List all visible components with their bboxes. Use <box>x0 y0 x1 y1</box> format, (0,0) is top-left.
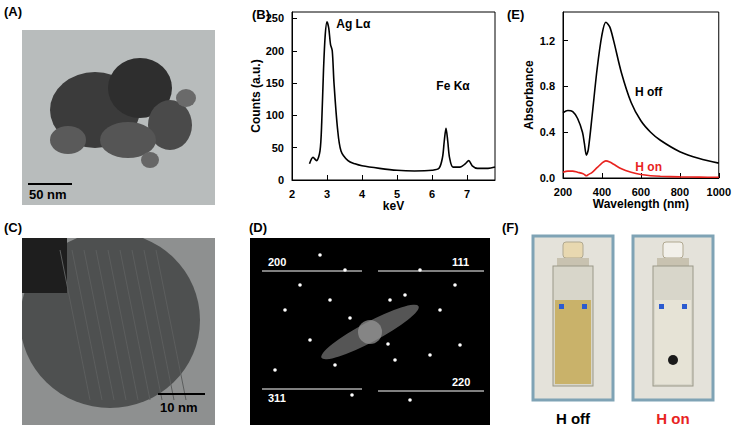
svg-text:200: 200 <box>554 186 572 198</box>
svg-text:Ag Lα: Ag Lα <box>336 17 371 31</box>
svg-text:311: 311 <box>268 392 286 404</box>
svg-text:1.2: 1.2 <box>540 35 555 47</box>
svg-text:keV: keV <box>383 199 404 213</box>
svg-text:0.0: 0.0 <box>540 172 555 184</box>
svg-text:Absorbance: Absorbance <box>522 60 536 130</box>
svg-text:H off: H off <box>635 85 663 99</box>
svg-text:0: 0 <box>278 174 284 186</box>
svg-text:400: 400 <box>593 186 611 198</box>
svg-text:250: 250 <box>265 12 284 25</box>
svg-text:H on: H on <box>635 160 662 174</box>
svg-text:111: 111 <box>452 256 469 268</box>
svg-text:H on: H on <box>656 410 689 427</box>
svg-text:4: 4 <box>359 188 366 200</box>
svg-text:(B): (B) <box>252 7 270 22</box>
svg-text:(F): (F) <box>502 220 519 235</box>
svg-text:H off: H off <box>556 410 591 427</box>
svg-text:Fe Kα: Fe Kα <box>436 79 470 93</box>
svg-text:7: 7 <box>464 188 470 200</box>
svg-text:3: 3 <box>324 188 330 200</box>
svg-text:50: 50 <box>272 142 284 154</box>
svg-text:1000: 1000 <box>707 186 731 198</box>
svg-text:150: 150 <box>266 77 284 89</box>
svg-text:(C): (C) <box>4 220 22 235</box>
svg-text:50 nm: 50 nm <box>29 187 67 202</box>
svg-text:2: 2 <box>289 188 295 200</box>
svg-text:200: 200 <box>266 45 284 57</box>
svg-text:600: 600 <box>632 186 650 198</box>
svg-text:220: 220 <box>452 376 470 388</box>
svg-text:10 nm: 10 nm <box>160 400 198 415</box>
svg-text:(E): (E) <box>507 7 524 22</box>
svg-text:5: 5 <box>394 188 400 200</box>
svg-text:0.8: 0.8 <box>540 80 555 92</box>
svg-text:200: 200 <box>268 256 286 268</box>
svg-text:800: 800 <box>671 186 689 198</box>
svg-text:Wavelength (nm): Wavelength (nm) <box>593 197 689 211</box>
svg-text:(A): (A) <box>4 4 22 19</box>
svg-text:100: 100 <box>266 109 284 121</box>
svg-text:6: 6 <box>429 188 435 200</box>
svg-text:(D): (D) <box>249 220 267 235</box>
svg-text:0.4: 0.4 <box>540 126 556 138</box>
svg-text:Counts (a.u.): Counts (a.u.) <box>249 59 263 132</box>
